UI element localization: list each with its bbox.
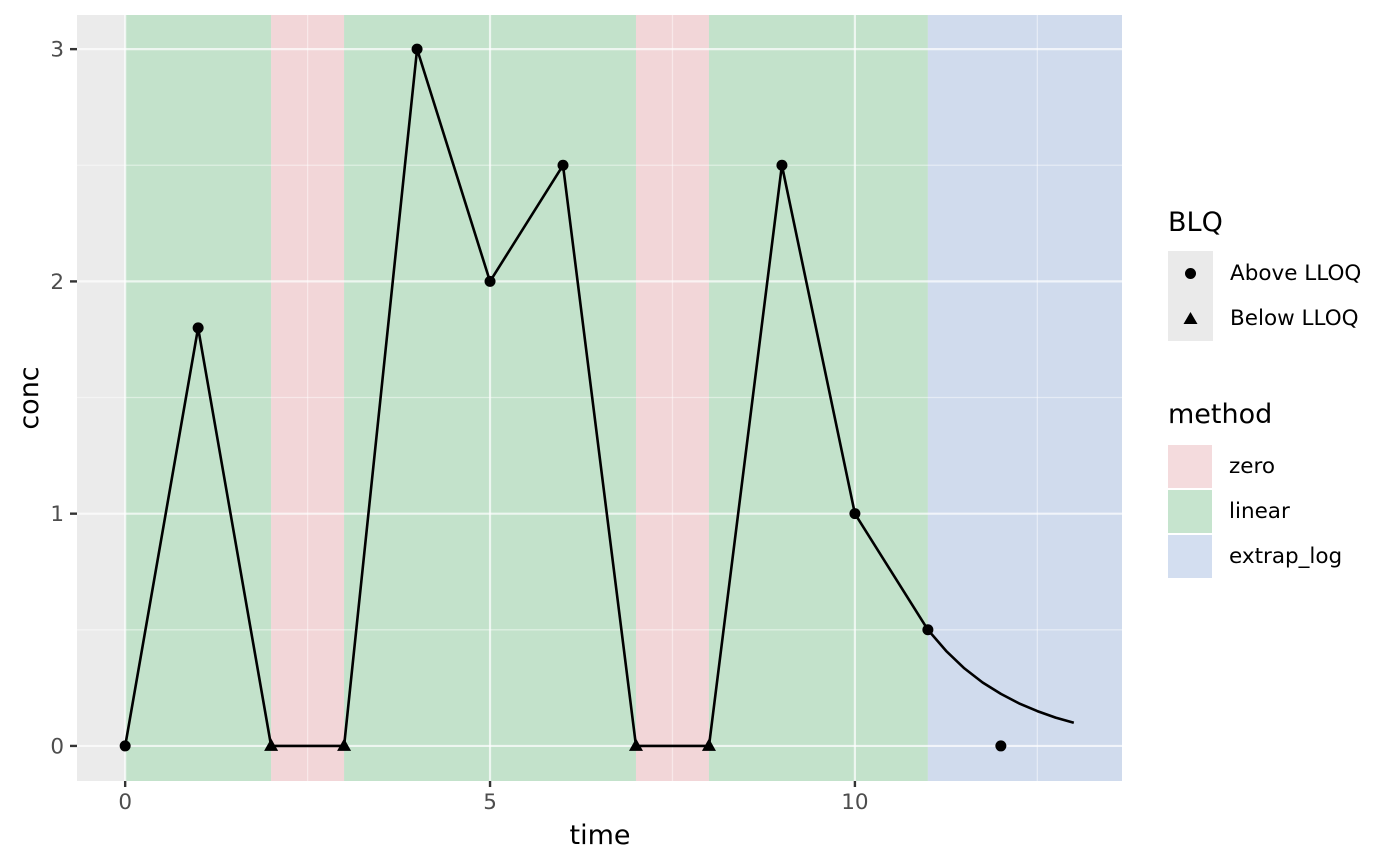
axis-tick-marks bbox=[70, 47, 857, 787]
data-point-triangle bbox=[264, 738, 279, 751]
legend-item-below-lloq: Below LLOQ bbox=[1168, 296, 1388, 341]
y-tick-label: 3 bbox=[50, 38, 64, 63]
data-point-circle bbox=[776, 159, 788, 171]
band-extrap_log bbox=[927, 15, 1122, 781]
legend-item-zero: zero bbox=[1168, 445, 1388, 488]
legend: BLQ Above LLOQ Below LLOQ method zero bbox=[1168, 207, 1388, 580]
x-tick-label: 5 bbox=[483, 790, 497, 815]
legend-item-above-lloq: Above LLOQ bbox=[1168, 251, 1388, 296]
concentration-line bbox=[123, 47, 1075, 748]
legend-label-below-lloq: Below LLOQ bbox=[1230, 306, 1359, 331]
data-point-triangle bbox=[628, 738, 643, 751]
data-point-circle bbox=[192, 322, 204, 334]
legend-label-zero: zero bbox=[1229, 454, 1276, 479]
x-tick-labels: 0 5 10 bbox=[118, 790, 868, 815]
legend-method-title: method bbox=[1168, 399, 1273, 430]
band-linear bbox=[125, 15, 272, 781]
x-tick-label: 0 bbox=[118, 790, 132, 815]
legend-item-extrap-log: extrap_log bbox=[1168, 535, 1388, 578]
band-linear bbox=[708, 15, 928, 781]
y-axis-title: conc bbox=[14, 366, 45, 430]
y-tick-label: 0 bbox=[50, 734, 64, 759]
gridlines bbox=[77, 15, 1122, 781]
y-tick-labels: 0 1 2 3 bbox=[50, 38, 64, 760]
legend-key-above-lloq bbox=[1168, 251, 1213, 296]
legend-label-extrap-log: extrap_log bbox=[1229, 544, 1343, 569]
series-line bbox=[123, 47, 1075, 748]
y-tick-label: 1 bbox=[50, 502, 64, 527]
data-point-circle bbox=[411, 43, 423, 55]
data-point-circle bbox=[922, 624, 934, 636]
x-tick-label: 10 bbox=[841, 790, 868, 815]
legend-label-linear: linear bbox=[1229, 499, 1290, 524]
band-zero bbox=[271, 15, 345, 781]
y-tick-label: 2 bbox=[50, 270, 64, 295]
extrap-log-color-swatch bbox=[1168, 535, 1212, 578]
data-point-circle bbox=[557, 159, 569, 171]
data-point-circle bbox=[995, 740, 1007, 752]
zero-color-swatch bbox=[1168, 445, 1212, 488]
data-points bbox=[119, 43, 1007, 752]
circle-marker-icon bbox=[1185, 268, 1196, 279]
data-point-circle bbox=[849, 508, 861, 520]
legend-spacer bbox=[1168, 341, 1388, 399]
legend-item-linear: linear bbox=[1168, 490, 1388, 533]
data-point-circle bbox=[484, 275, 496, 287]
data-point-triangle bbox=[701, 738, 716, 751]
legend-blq-title: BLQ bbox=[1168, 207, 1223, 238]
data-point-triangle bbox=[337, 738, 352, 751]
band-zero bbox=[635, 15, 709, 781]
linear-color-swatch bbox=[1168, 490, 1212, 533]
x-axis-title: time bbox=[569, 820, 631, 851]
legend-label-above-lloq: Above LLOQ bbox=[1230, 261, 1362, 286]
legend-key-below-lloq bbox=[1168, 296, 1213, 341]
triangle-marker-icon bbox=[1183, 312, 1198, 324]
data-point-circle bbox=[119, 740, 131, 752]
